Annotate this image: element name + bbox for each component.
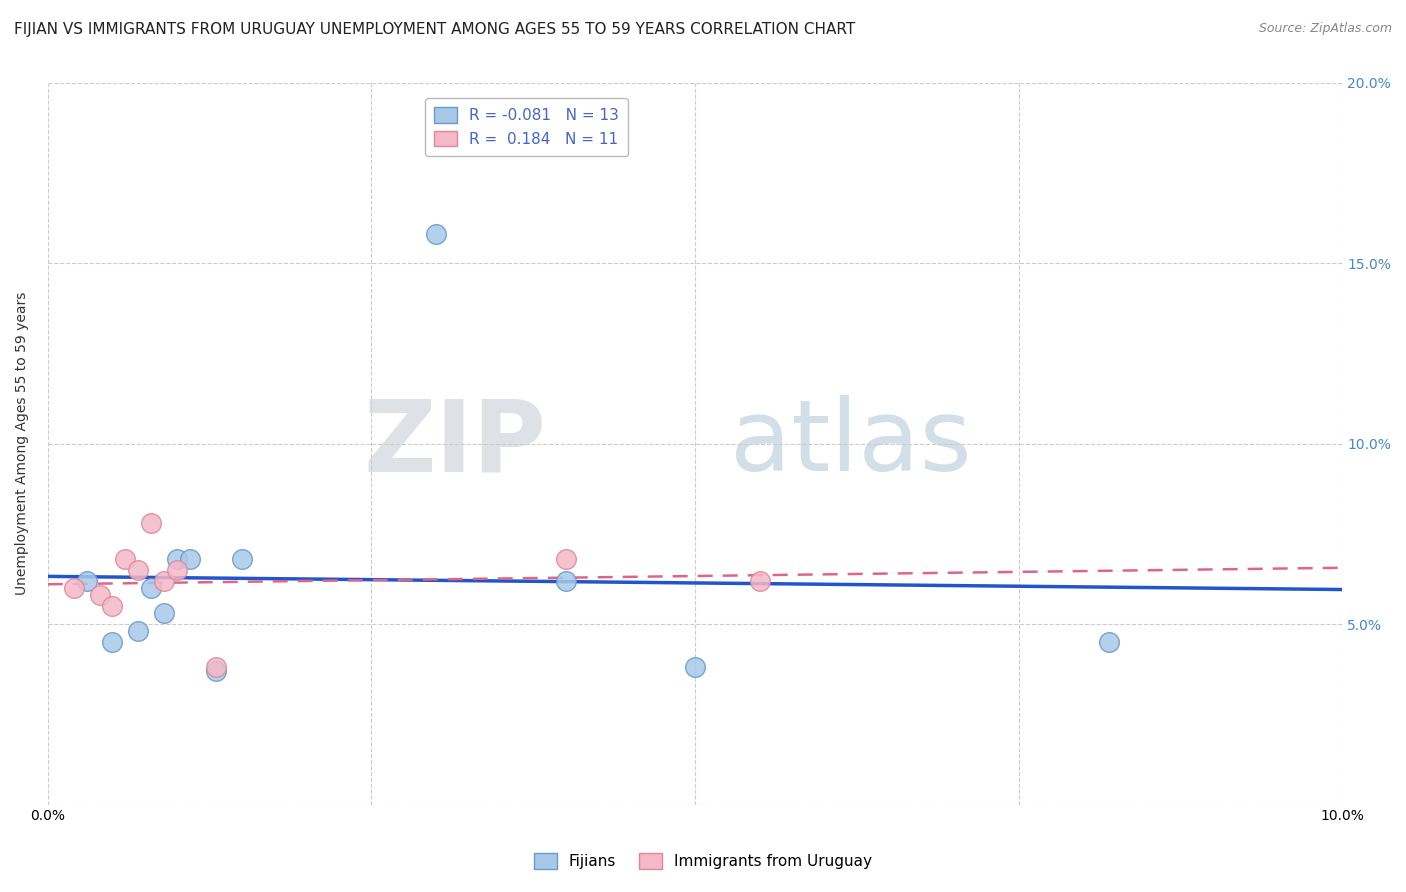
- Point: [62, 581, 84, 595]
- Legend: R = -0.081   N = 13, R =  0.184   N = 11: R = -0.081 N = 13, R = 0.184 N = 11: [425, 98, 628, 156]
- Point: [127, 563, 149, 577]
- Point: [141, 516, 163, 531]
- Point: [127, 624, 149, 639]
- Legend: Fijians, Immigrants from Uruguay: Fijians, Immigrants from Uruguay: [527, 847, 879, 875]
- Point: [101, 635, 124, 649]
- Point: [141, 581, 163, 595]
- Point: [166, 563, 188, 577]
- Point: [1098, 635, 1121, 649]
- Text: Source: ZipAtlas.com: Source: ZipAtlas.com: [1258, 22, 1392, 36]
- Point: [153, 574, 176, 588]
- Text: atlas: atlas: [730, 395, 972, 492]
- Point: [153, 607, 176, 621]
- Point: [166, 552, 188, 566]
- Point: [76, 574, 98, 588]
- Point: [205, 664, 228, 678]
- Point: [554, 574, 576, 588]
- Point: [89, 588, 111, 602]
- Y-axis label: Unemployment Among Ages 55 to 59 years: Unemployment Among Ages 55 to 59 years: [15, 292, 30, 596]
- Point: [179, 552, 201, 566]
- Point: [101, 599, 124, 614]
- Point: [683, 660, 706, 674]
- Point: [205, 660, 228, 674]
- Point: [114, 552, 136, 566]
- Point: [748, 574, 770, 588]
- Text: ZIP: ZIP: [363, 395, 546, 492]
- Point: [554, 552, 576, 566]
- Point: [425, 227, 447, 242]
- Point: [231, 552, 253, 566]
- Text: FIJIAN VS IMMIGRANTS FROM URUGUAY UNEMPLOYMENT AMONG AGES 55 TO 59 YEARS CORRELA: FIJIAN VS IMMIGRANTS FROM URUGUAY UNEMPL…: [14, 22, 855, 37]
